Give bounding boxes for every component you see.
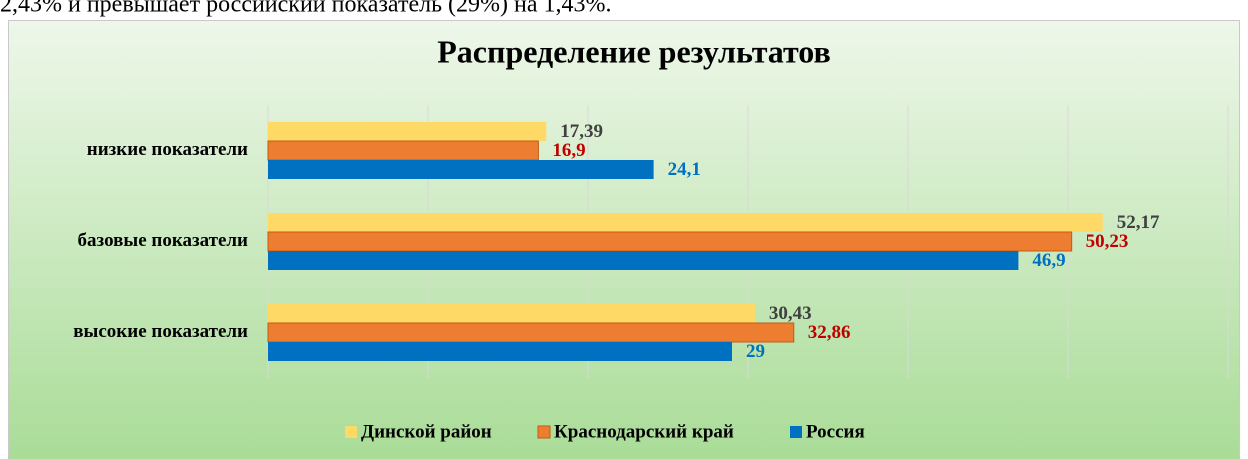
text-above: 2,43% и превышает российский показатель … — [0, 0, 611, 18]
legend-label: Краснодарский край — [554, 421, 734, 442]
legend-label: Динской район — [361, 421, 492, 442]
y-tick-label: низкие показатели — [87, 139, 248, 160]
data-label: 32,86 — [808, 322, 851, 343]
bar — [268, 160, 654, 179]
legend-swatch — [537, 425, 551, 439]
data-label: 30,43 — [769, 303, 812, 324]
data-label: 29 — [746, 341, 765, 362]
bar — [268, 304, 755, 323]
y-tick-label: высокие показатели — [73, 321, 248, 342]
bar — [268, 251, 1019, 270]
bar — [267, 140, 539, 161]
bar — [268, 122, 547, 141]
y-tick-label: базовые показатели — [78, 230, 249, 251]
bar — [268, 213, 1103, 232]
data-label: 16,9 — [552, 140, 585, 161]
legend-label: Россия — [806, 421, 865, 442]
data-label: 52,17 — [1117, 212, 1160, 233]
data-label: 46,9 — [1032, 250, 1065, 271]
data-label: 50,23 — [1086, 231, 1129, 252]
legend-swatch — [790, 426, 802, 438]
bar — [268, 342, 732, 361]
data-label: 17,39 — [560, 121, 603, 142]
chart-title: Распределение результатов — [437, 33, 831, 69]
bar — [267, 231, 1073, 252]
legend-swatch — [345, 426, 357, 438]
data-label: 24,1 — [668, 159, 701, 180]
bar — [267, 322, 795, 343]
